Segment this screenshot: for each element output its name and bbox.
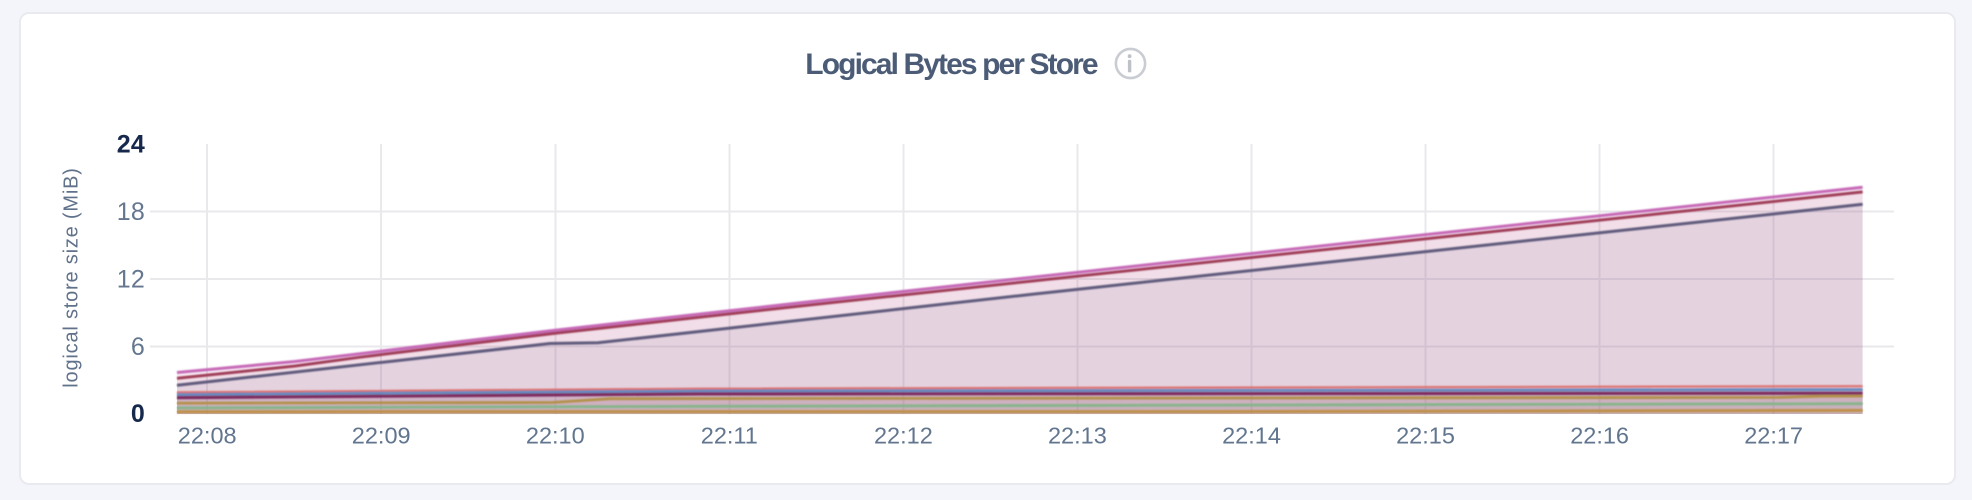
svg-text:22:11: 22:11 — [701, 423, 758, 449]
svg-text:22:17: 22:17 — [1744, 423, 1803, 449]
svg-text:Logical Bytes per Store: Logical Bytes per Store — [805, 48, 1098, 81]
svg-text:logical store size (MiB): logical store size (MiB) — [61, 167, 83, 387]
svg-text:12: 12 — [117, 266, 145, 294]
svg-text:22:08: 22:08 — [178, 423, 237, 449]
svg-text:22:09: 22:09 — [352, 423, 411, 449]
svg-text:22:12: 22:12 — [874, 423, 933, 449]
svg-text:6: 6 — [131, 333, 145, 361]
svg-text:0: 0 — [131, 400, 145, 428]
svg-text:22:13: 22:13 — [1048, 423, 1107, 449]
svg-text:24: 24 — [117, 131, 145, 159]
svg-text:22:10: 22:10 — [526, 423, 585, 449]
svg-text:22:14: 22:14 — [1222, 423, 1281, 449]
svg-text:22:15: 22:15 — [1396, 423, 1455, 449]
svg-text:18: 18 — [117, 198, 145, 226]
svg-text:22:16: 22:16 — [1570, 423, 1629, 449]
